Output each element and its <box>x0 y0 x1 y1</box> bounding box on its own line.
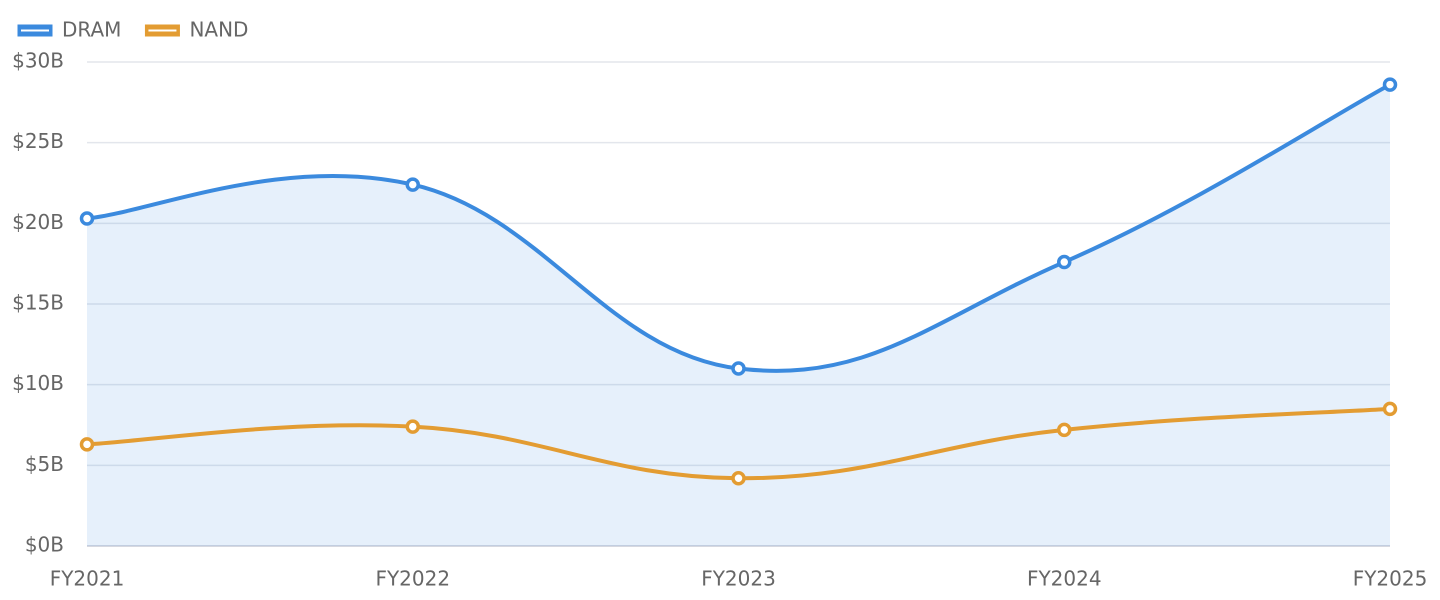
point <box>79 211 95 226</box>
point <box>731 470 746 486</box>
y-tick-label: $15B <box>12 291 64 315</box>
y-tick-label: $30B <box>12 49 64 73</box>
point <box>405 419 420 434</box>
legend-label[interactable]: NAND <box>189 18 248 42</box>
x-tick-label: FY2024 <box>1027 567 1102 591</box>
point <box>1057 254 1072 270</box>
legend-label[interactable]: DRAM <box>62 18 121 42</box>
y-tick-label: $20B <box>12 210 64 234</box>
y-tick-label: $25B <box>12 129 64 153</box>
point <box>1057 422 1072 438</box>
y-tick-label: $5B <box>25 452 64 476</box>
x-tick-label: FY2025 <box>1353 567 1428 591</box>
point <box>1382 401 1398 417</box>
y-tick-label: $10B <box>12 371 64 395</box>
x-tick-label: FY2023 <box>701 567 776 591</box>
point <box>405 177 420 192</box>
y-tick-label: $0B <box>25 533 64 557</box>
x-tick-label: FY2022 <box>375 567 450 591</box>
point <box>79 437 95 452</box>
x-tick-label: FY2021 <box>50 567 125 591</box>
point <box>731 361 746 376</box>
point <box>1382 77 1398 92</box>
